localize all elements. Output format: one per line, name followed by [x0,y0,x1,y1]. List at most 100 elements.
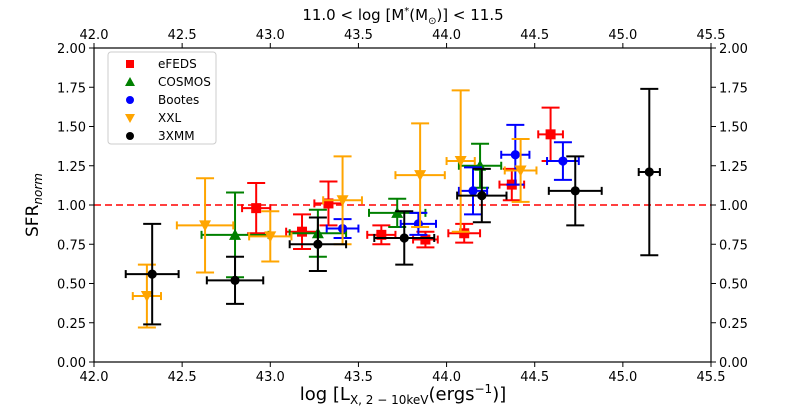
y-tick-label-left-8: 1.75 [57,81,86,96]
legend-box [107,51,217,145]
y-tick-label-left-6: 1.25 [57,160,86,175]
3xmm-marker [230,275,240,285]
x-tick-label-top-2: 42.5 [168,28,197,43]
x-tick-label-top-3: 43.0 [256,28,285,43]
legend-marker-cosmos [125,77,135,86]
xxl-point-4 [322,155,363,246]
3xmm-marker [313,239,323,249]
3xmm-marker [644,167,654,177]
y-tick-label-right-1: 0.00 [719,356,748,371]
legend-item-cosmos: COSMOS [125,75,211,89]
cosmos-marker [229,228,242,240]
bootes-marker [510,150,520,160]
xxl-point-2 [175,177,235,274]
3xmm-point-6 [547,155,603,227]
x-tick-label-bottom-8: 45.5 [697,370,726,385]
legend-item-3xmm: 3XMM [126,129,195,143]
3xmm-marker [477,190,487,201]
legend-label-xxl: XXL [158,111,181,125]
y-tick-label-left-7: 1.50 [57,121,86,136]
bootes-marker [558,156,568,166]
x-tick-label-bottom-6: 44.5 [520,370,549,385]
legend-label-efeds: eFEDS [158,57,197,71]
legend-label-3xmm: 3XMM [158,129,195,143]
xxl-point-3 [248,210,293,263]
xxl-marker [199,220,212,232]
x-tick-label-top-4: 43.5 [344,28,373,43]
y-tick-label-right-3: 0.50 [719,278,748,293]
y-tick-label-left-5: 1.00 [57,199,86,214]
bootes-marker [468,186,478,196]
xxl-marker [264,231,277,243]
x-tick-label-bottom-2: 42.5 [168,370,197,385]
efeds-marker [323,198,334,209]
efeds-point-4 [366,224,397,246]
axes-layer: 42.0 42.0 42.5 42.5 43.0 43.0 43.5 43.5 44.0 44.0… [57,28,748,385]
xxl-point-6 [445,89,476,233]
efeds-point-6 [447,222,482,244]
efeds-marker [297,226,308,237]
3xmm-point-3 [288,216,348,272]
efeds-point-8 [537,106,564,163]
data-layer [124,87,661,329]
bootes-point-3 [457,166,489,216]
x-tick-label-top-6: 44.5 [520,28,549,43]
3xmm-point-7 [637,87,661,257]
y-tick-label-left-2: 0.25 [57,317,86,332]
legend-label-cosmos: COSMOS [158,75,211,89]
xxl-marker [414,170,427,182]
bootes-point-4 [500,123,531,186]
x-axis-title: log [LX, 2 − 10keV(ergs−1)] [300,382,507,407]
cosmos-marker [391,206,404,218]
xxl-marker [514,165,527,177]
y-tick-label-right-6: 1.25 [719,160,748,175]
x-tick-label-bottom-7: 45.0 [608,370,637,385]
x-tick-label-top-7: 45.0 [608,28,637,43]
bootes-point-5 [546,141,580,181]
x-tick-label-top-5: 44.0 [432,28,461,43]
x-tick-label-bottom-3: 43.0 [256,370,285,385]
xxl-marker [140,291,153,303]
y-tick-label-left-3: 0.50 [57,278,86,293]
legend-marker-3xmm [126,132,134,140]
x-tick-label-top-8: 45.5 [697,28,726,43]
3xmm-marker [570,186,580,196]
y-tick-label-left-9: 2.00 [57,42,86,57]
efeds-marker [420,234,431,245]
y-axis-title: SFRnorm [23,173,45,237]
y-tick-label-right-7: 1.50 [719,121,748,136]
x-tick-label-bottom-5: 44.0 [432,370,461,385]
cosmos-point-4 [457,142,503,189]
xxl-marker [454,156,467,168]
3xmm-point-2 [205,255,265,305]
y-tick-label-right-4: 0.75 [719,238,748,253]
chart-title: 11.0 < log [M*(M⊙)] < 11.5 [302,6,503,27]
x-tick-label-top-1: 42.0 [80,28,109,43]
legend-item-efeds: eFEDS [126,57,197,71]
legend-marker-efeds [126,60,134,68]
y-tick-label-right-2: 0.25 [719,317,748,332]
3xmm-point-1 [124,222,180,326]
x-tick-label-bottom-4: 43.5 [344,370,373,385]
legend-item-bootes: Bootes [126,93,199,107]
3xmm-point-5 [456,167,508,224]
legend-item-xxl: XXL [125,111,181,125]
y-tick-label-left-1: 0.00 [57,356,86,371]
3xmm-point-4 [373,210,436,266]
x-tick-label-bottom-1: 42.0 [80,370,109,385]
legend-marker-bootes [126,96,134,104]
efeds-marker [545,129,556,140]
xxl-point-5 [394,122,446,228]
y-tick-label-right-8: 1.75 [719,81,748,96]
y-tick-label-left-4: 0.75 [57,238,86,253]
efeds-marker [251,203,262,214]
y-tick-label-right-9: 2.00 [719,42,748,57]
3xmm-marker [399,233,409,243]
legend-label-bootes: Bootes [158,93,199,107]
efeds-marker [376,229,387,240]
3xmm-marker [147,269,157,279]
efeds-point-1 [241,182,272,235]
legend-marker-xxl [125,114,135,123]
y-tick-label-right-5: 1.00 [719,199,748,214]
